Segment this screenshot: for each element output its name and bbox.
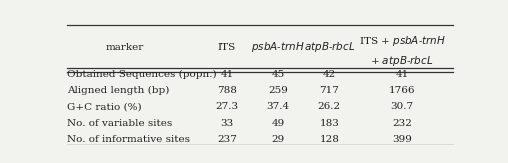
Text: 41: 41: [220, 70, 234, 79]
Text: No. of informative sites: No. of informative sites: [68, 135, 190, 144]
Text: marker: marker: [105, 43, 144, 52]
Text: 33: 33: [220, 119, 234, 128]
Text: 37.4: 37.4: [267, 102, 290, 111]
Text: Aligned length (bp): Aligned length (bp): [68, 86, 170, 95]
Text: ITS: ITS: [218, 43, 236, 52]
Text: 788: 788: [217, 86, 237, 95]
Text: 128: 128: [320, 135, 339, 144]
Text: 45: 45: [271, 70, 284, 79]
Text: 183: 183: [320, 119, 339, 128]
Text: 42: 42: [323, 70, 336, 79]
Text: 26.2: 26.2: [318, 102, 341, 111]
Text: 30.7: 30.7: [391, 102, 414, 111]
Text: No. of variable sites: No. of variable sites: [68, 119, 173, 128]
Text: 41: 41: [395, 70, 409, 79]
Text: 717: 717: [320, 86, 339, 95]
Text: 1766: 1766: [389, 86, 416, 95]
Text: 399: 399: [392, 135, 412, 144]
Text: + $\it{atpB}$-$\it{rbcL}$: + $\it{atpB}$-$\it{rbcL}$: [370, 54, 434, 68]
Text: G+C ratio (%): G+C ratio (%): [68, 102, 142, 111]
Text: 27.3: 27.3: [215, 102, 238, 111]
Text: $\it{psbA}$-$\it{trnH}$: $\it{psbA}$-$\it{trnH}$: [251, 40, 305, 54]
Text: 259: 259: [268, 86, 288, 95]
Text: 232: 232: [392, 119, 412, 128]
Text: 29: 29: [271, 135, 284, 144]
Text: Obtained Sequences (popn.): Obtained Sequences (popn.): [68, 70, 217, 79]
Text: 49: 49: [271, 119, 284, 128]
Text: 237: 237: [217, 135, 237, 144]
Text: $\it{atpB}$-$\it{rbcL}$: $\it{atpB}$-$\it{rbcL}$: [304, 40, 355, 54]
Text: ITS + $\it{psbA}$-$\it{trnH}$: ITS + $\it{psbA}$-$\it{trnH}$: [359, 34, 446, 48]
